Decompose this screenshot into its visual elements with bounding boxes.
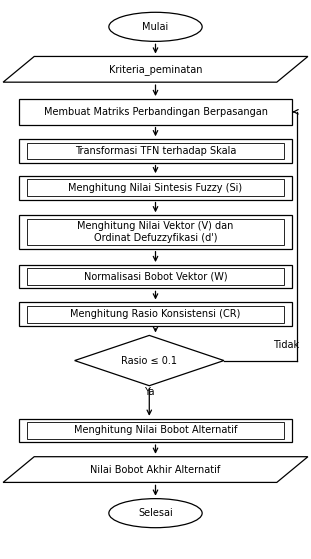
- Text: Selesai: Selesai: [138, 508, 173, 518]
- Bar: [27, 143, 284, 159]
- Bar: [19, 99, 292, 125]
- Text: Mulai: Mulai: [142, 22, 169, 32]
- Text: Menghitung Nilai Sintesis Fuzzy (Si): Menghitung Nilai Sintesis Fuzzy (Si): [68, 183, 243, 193]
- Text: Transformasi TFN terhadap Skala: Transformasi TFN terhadap Skala: [75, 146, 236, 156]
- Text: Tidak: Tidak: [273, 340, 299, 350]
- Text: Nilai Bobot Akhir Alternatif: Nilai Bobot Akhir Alternatif: [91, 465, 220, 475]
- Text: Menghitung Nilai Vektor (V) dan
Ordinat Defuzzyfikasi (d'): Menghitung Nilai Vektor (V) dan Ordinat …: [77, 221, 234, 243]
- Bar: [27, 219, 284, 245]
- Text: Normalisasi Bobot Vektor (W): Normalisasi Bobot Vektor (W): [84, 272, 227, 282]
- Bar: [27, 422, 284, 439]
- Text: Menghitung Nilai Bobot Alternatif: Menghitung Nilai Bobot Alternatif: [74, 425, 237, 435]
- Bar: [19, 176, 292, 200]
- Text: Kriteria_peminatan: Kriteria_peminatan: [109, 64, 202, 75]
- Text: Ya: Ya: [144, 387, 155, 397]
- Bar: [19, 139, 292, 163]
- Bar: [19, 302, 292, 326]
- Text: Membuat Matriks Perbandingan Berpasangan: Membuat Matriks Perbandingan Berpasangan: [44, 107, 267, 117]
- Bar: [27, 306, 284, 323]
- Text: Rasio ≤ 0.1: Rasio ≤ 0.1: [121, 356, 177, 366]
- Bar: [27, 268, 284, 285]
- Bar: [19, 419, 292, 442]
- Text: Menghitung Rasio Konsistensi (CR): Menghitung Rasio Konsistensi (CR): [70, 309, 241, 319]
- Bar: [27, 179, 284, 196]
- Bar: [19, 215, 292, 249]
- Bar: [19, 265, 292, 288]
